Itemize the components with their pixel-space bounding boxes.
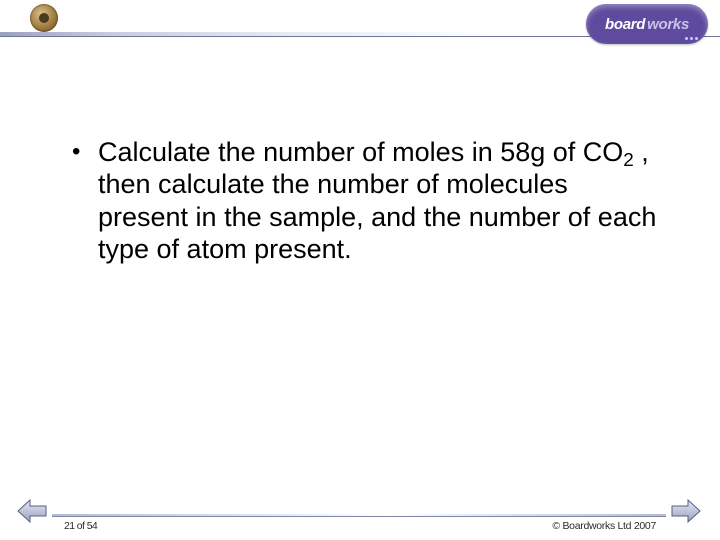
brand-badge: boardworks xyxy=(586,4,708,44)
page-indicator: 21 of 54 xyxy=(62,520,99,532)
page-total: 54 xyxy=(87,520,97,532)
slide-footer: 21 of 54 © Boardworks Ltd 2007 xyxy=(0,498,720,540)
page-current: 21 xyxy=(64,520,74,532)
bullet-marker-icon: • xyxy=(72,136,98,266)
arrow-left-icon xyxy=(16,498,48,524)
brand-text-1: board xyxy=(605,16,645,33)
arrow-right-icon xyxy=(670,498,702,524)
footer-divider xyxy=(52,514,666,517)
bullet-text: Calculate the number of moles in 58g of … xyxy=(98,136,658,266)
slide-header: boardworks xyxy=(0,0,720,56)
slide-body: • Calculate the number of moles in 58g o… xyxy=(72,136,658,266)
chem-subscript: 2 xyxy=(623,150,634,171)
bullet-item: • Calculate the number of moles in 58g o… xyxy=(72,136,658,266)
next-slide-button[interactable] xyxy=(670,498,702,524)
copyright-text: © Boardworks Ltd 2007 xyxy=(550,520,658,532)
badge-logo-icon xyxy=(30,4,58,32)
page-sep: of xyxy=(74,520,86,532)
brand-text-2: works xyxy=(647,16,689,33)
bullet-text-pre: Calculate the number of moles in 58g of … xyxy=(98,137,623,167)
prev-slide-button[interactable] xyxy=(16,498,48,524)
brand-dots-icon xyxy=(685,37,698,40)
